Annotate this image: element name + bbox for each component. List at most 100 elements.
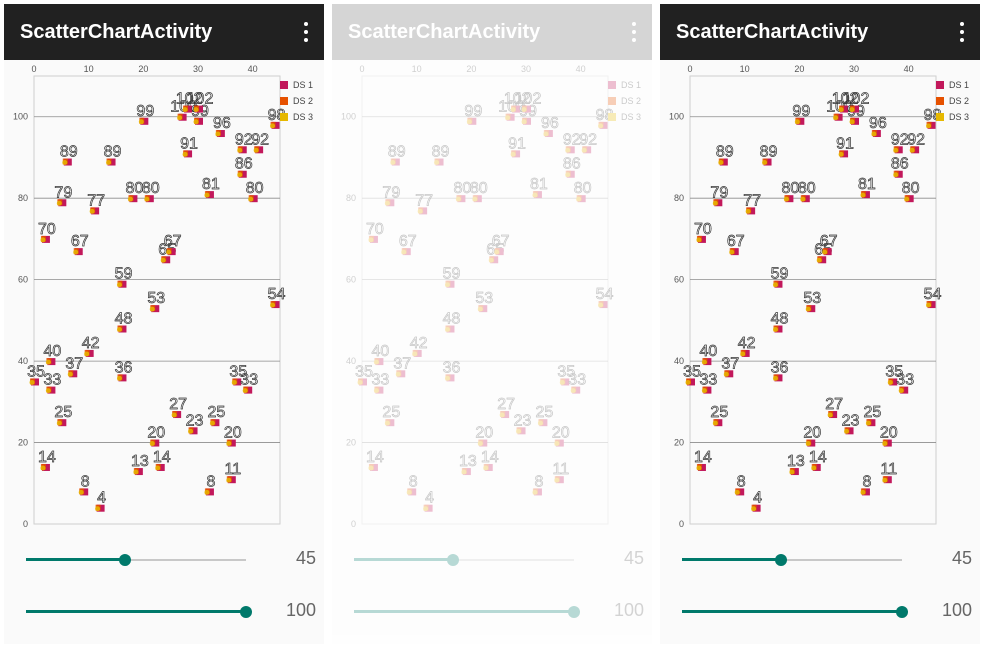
y-tick-label: 40 [346, 356, 356, 366]
x-range-slider[interactable] [682, 548, 902, 572]
scatter-chart[interactable]: 0 20 40 60 80 100 0 10 20 30 40 35 14 70 33 40 25 79 89 37 6… [332, 60, 652, 540]
legend-swatch [280, 97, 288, 105]
point-mark-ds3 [565, 147, 571, 153]
slider-thumb[interactable] [775, 554, 787, 566]
point-value-label: 91 [508, 135, 526, 152]
point-value-label: 79 [54, 184, 72, 201]
data-point: 102 [514, 90, 542, 113]
point-mark-ds3 [570, 388, 576, 394]
data-point: 67 [70, 233, 89, 256]
point-value-label: 80 [782, 180, 800, 197]
point-mark-ds2 [522, 117, 527, 124]
data-point: 79 [710, 184, 729, 207]
overflow-menu-icon[interactable] [630, 22, 638, 42]
point-mark-ds3 [56, 200, 62, 206]
point-mark-ds3 [849, 107, 855, 113]
data-point: 65 [486, 241, 505, 264]
x-range-slider[interactable] [26, 548, 246, 572]
legend-entry: DS 1 [936, 80, 969, 90]
point-value-label: 23 [842, 412, 860, 429]
point-value-label: 70 [366, 221, 384, 238]
y-range-slider[interactable] [354, 600, 580, 624]
point-value-label: 25 [864, 404, 882, 421]
point-value-label: 92 [251, 131, 269, 148]
data-point: 27 [825, 396, 843, 419]
point-mark-ds1 [391, 158, 400, 166]
point-mark-ds3 [193, 119, 199, 125]
data-point: 23 [841, 412, 860, 435]
x-range-slider[interactable] [354, 548, 574, 572]
scatter-chart[interactable]: 0 20 40 60 80 100 0 10 20 30 40 35 14 70 33 40 25 79 89 37 6… [660, 60, 980, 540]
data-point: 37 [721, 355, 740, 378]
point-mark-ds3 [598, 123, 604, 129]
point-mark-ds1 [577, 195, 586, 203]
x-tick-label: 20 [138, 64, 148, 74]
phone-screen-right: ScatterChartActivity 0 20 40 60 80 100 0 10 20 30… [660, 4, 980, 644]
x-tick-label: 20 [794, 64, 804, 74]
point-mark-ds1 [774, 374, 783, 382]
point-mark-ds1 [375, 386, 384, 394]
point-mark-ds1 [63, 158, 72, 166]
data-point: 48 [770, 310, 789, 333]
overflow-menu-icon[interactable] [958, 22, 966, 42]
point-value-label: 23 [514, 412, 532, 429]
scatter-chart[interactable]: 0 20 40 60 80 100 0 10 20 30 40 35 14 70 33 40 25 79 89 37 6… [4, 60, 324, 540]
data-point: 14 [366, 449, 384, 471]
y-tick-label: 80 [346, 193, 356, 203]
data-point: 23 [513, 412, 532, 435]
data-point: 27 [169, 396, 187, 419]
point-mark-ds2 [358, 378, 363, 385]
point-mark-ds3 [805, 306, 811, 312]
x-range-value: 45 [623, 548, 644, 568]
point-value-label: 77 [415, 192, 433, 209]
point-value-label: 77 [743, 192, 761, 209]
point-mark-ds3 [270, 302, 276, 308]
point-mark-ds2 [390, 158, 396, 165]
point-mark-ds1 [599, 301, 608, 309]
point-value-label: 80 [246, 180, 264, 197]
data-point: 86 [234, 155, 253, 178]
point-mark-ds2 [412, 349, 418, 356]
point-value-label: 92 [235, 131, 253, 148]
data-point: 33 [240, 371, 259, 394]
data-point: 33 [43, 371, 62, 394]
point-mark-ds3 [871, 131, 877, 137]
data-point: 4 [751, 489, 762, 512]
slider-thumb[interactable] [240, 606, 252, 618]
data-point: 80 [901, 180, 920, 203]
data-point: 13 [459, 453, 477, 476]
point-value-label: 54 [924, 286, 942, 303]
point-mark-ds1 [495, 248, 504, 256]
point-value-label: 42 [410, 335, 428, 352]
point-mark-ds3 [516, 428, 522, 434]
point-mark-ds3 [177, 115, 183, 121]
slider-thumb[interactable] [447, 554, 459, 566]
slider-thumb[interactable] [568, 606, 580, 618]
slider-thumb[interactable] [896, 606, 908, 618]
data-point: 11 [880, 461, 898, 484]
point-mark-ds3 [45, 388, 51, 394]
data-point: 92 [251, 131, 269, 154]
y-range-slider[interactable] [26, 600, 252, 624]
slider-thumb[interactable] [119, 554, 131, 566]
point-value-label: 20 [803, 425, 821, 442]
y-range-slider[interactable] [682, 600, 908, 624]
point-mark-ds2 [423, 504, 429, 511]
point-mark-ds2 [401, 248, 407, 255]
y-tick-label: 40 [674, 356, 684, 366]
x-range-value: 45 [295, 548, 316, 568]
point-mark-ds2 [494, 248, 500, 255]
point-mark-ds3 [510, 151, 516, 157]
point-mark-ds1 [861, 488, 870, 496]
legend-entry: DS 2 [280, 96, 313, 106]
data-point: 59 [114, 265, 133, 288]
data-point: 25 [535, 404, 554, 427]
point-mark-ds2 [445, 280, 451, 287]
overflow-menu-icon[interactable] [302, 22, 310, 42]
point-mark-ds2 [532, 191, 538, 198]
y-tick-label: 60 [674, 275, 684, 285]
data-point: 79 [382, 184, 401, 207]
data-point: 86 [890, 155, 909, 178]
point-mark-ds1 [774, 280, 783, 288]
point-mark-ds1 [512, 105, 521, 113]
